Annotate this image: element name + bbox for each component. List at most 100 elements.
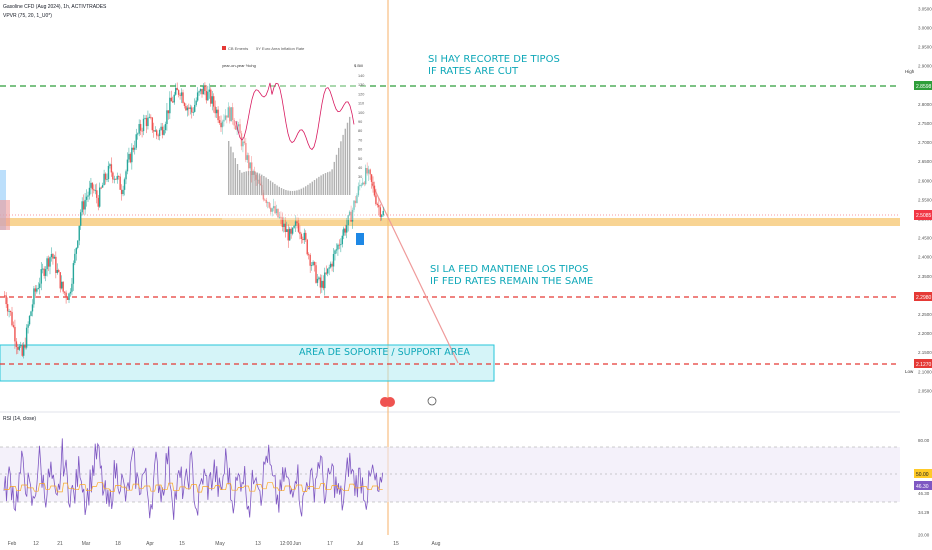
green-level-badge <box>914 81 932 90</box>
price-tick: 2.1500 <box>918 350 932 355</box>
rsi-value-b: 46.30 <box>916 484 929 490</box>
candle-body <box>224 115 227 120</box>
candle-body <box>207 91 209 101</box>
candle-body <box>246 155 249 160</box>
overlay-bar <box>263 176 265 195</box>
overlay-bar <box>239 170 241 195</box>
candle-body <box>283 223 285 227</box>
candle-body <box>84 199 86 210</box>
candle-body <box>318 277 320 279</box>
time-tick: 12 <box>33 541 39 547</box>
overlay-tick: 70 <box>358 138 362 142</box>
overlay-bar <box>236 164 239 195</box>
candle-body <box>99 187 101 207</box>
candle-body <box>366 167 368 174</box>
price-tick: 2.0500 <box>918 388 932 393</box>
price-tick: 2.4000 <box>918 255 932 260</box>
candle-body <box>158 130 161 136</box>
candle-body <box>37 287 40 289</box>
candle-body <box>287 229 289 241</box>
price-tick: 2.9000 <box>918 64 932 69</box>
candle-body <box>255 174 257 180</box>
main-pane[interactable] <box>0 0 900 410</box>
candle-body <box>46 258 48 270</box>
fed-hold-text-es[interactable]: SI LA FED MANTIENE LOS TIPOS <box>430 264 588 275</box>
support-area-box[interactable] <box>0 344 495 382</box>
candle-body <box>233 119 235 126</box>
candle-body <box>147 117 149 127</box>
candle-body <box>277 208 279 218</box>
overlay-bar <box>313 180 316 195</box>
overlay-bar <box>245 171 247 195</box>
candle-body <box>169 97 171 114</box>
news-flag-icon[interactable] <box>356 233 364 245</box>
candle-body <box>12 325 15 327</box>
candle-body <box>104 173 107 180</box>
overlay-left-title: year-on-year %chg <box>222 63 256 68</box>
overlay-bar <box>305 186 307 195</box>
overlay-bar <box>261 174 263 195</box>
candle-body <box>20 345 22 347</box>
candle-body <box>91 182 94 190</box>
candle-body <box>17 347 19 350</box>
time-axis[interactable]: Feb 12 21 Mar 18 Apr 15 May 13 12:00 Jun 17 Jul 15 Aug <box>8 541 441 547</box>
candle-body <box>338 244 341 246</box>
projection-line[interactable] <box>371 183 459 364</box>
candle-body <box>134 147 136 150</box>
overlay-tick: 90 <box>358 120 362 124</box>
red-low-value: 2.1270 <box>916 362 932 368</box>
price-tick: 2.7500 <box>918 121 932 126</box>
candle-body <box>365 167 367 185</box>
overlay-bar <box>300 188 302 195</box>
candle-body <box>100 187 102 189</box>
candle-body <box>331 263 333 267</box>
candle-body <box>363 182 365 185</box>
dividend-event-icon[interactable] <box>427 396 437 406</box>
candle-body <box>5 295 7 305</box>
candle-body <box>123 179 126 190</box>
overlay-bar <box>302 187 305 195</box>
candle-body <box>49 257 51 267</box>
orange-band[interactable] <box>0 218 900 226</box>
price-tick: 2.2500 <box>918 312 932 317</box>
overlay-bar <box>298 189 300 195</box>
price-tick: 2.9500 <box>918 45 932 50</box>
green-level-value: 2.8598 <box>916 84 932 90</box>
overlay-tick: 140 <box>358 74 364 78</box>
earnings-event-icon[interactable] <box>380 397 395 407</box>
rate-cut-text-es[interactable]: SI HAY RECORTE DE TIPOS <box>428 54 560 65</box>
price-axis-pane[interactable] <box>900 0 932 550</box>
candle-body <box>82 201 85 210</box>
candle-body <box>154 130 156 132</box>
candle-body <box>42 268 44 270</box>
candle-body <box>324 272 326 289</box>
candle-body <box>376 204 379 206</box>
candle-body <box>192 111 194 113</box>
rsi-line[interactable] <box>3 438 384 520</box>
overlay-bar <box>291 190 294 195</box>
overlay-legend-b: 5Y Euro Area Inflation Rate <box>256 46 305 51</box>
overlay-bar <box>241 172 243 195</box>
candle-body <box>370 174 373 182</box>
candle-body <box>348 211 351 216</box>
candle-body <box>72 263 75 284</box>
overlay-bar <box>232 152 234 195</box>
candle-body <box>15 341 18 348</box>
candle-body <box>359 184 361 187</box>
overlay-bar <box>289 190 291 195</box>
candle-body <box>312 261 314 266</box>
time-tick: 15 <box>179 541 185 547</box>
overlay-bar <box>316 178 318 195</box>
overlay-tick: 60 <box>358 148 362 152</box>
support-area-label[interactable]: AREA DE SOPORTE / SUPPORT AREA <box>299 347 470 358</box>
rate-cut-text-en[interactable]: IF RATES ARE CUT <box>428 66 519 77</box>
fed-hold-text-en[interactable]: IF FED RATES REMAIN THE SAME <box>430 276 593 287</box>
overlay-bar <box>228 141 230 195</box>
candle-body <box>328 267 330 269</box>
candle-body <box>52 254 54 259</box>
candle-body <box>110 164 113 173</box>
candle-body <box>290 228 292 234</box>
overlay-bar <box>287 190 289 195</box>
candle-body <box>115 178 117 180</box>
